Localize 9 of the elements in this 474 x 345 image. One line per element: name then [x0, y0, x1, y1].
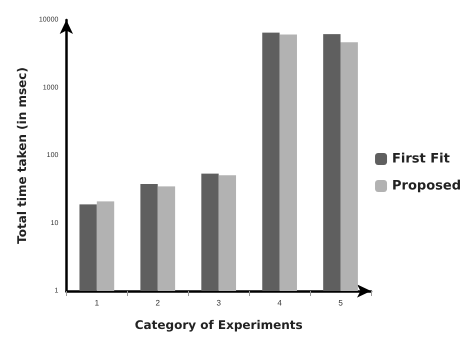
x-tick-label: 2: [156, 298, 161, 308]
y-axis-title: Total time taken (in msec): [15, 67, 29, 244]
x-tick-label: 3: [216, 298, 222, 308]
x-tick-label: 5: [338, 298, 344, 308]
legend-label: Proposed: [392, 178, 461, 194]
x-tick-label: 1: [94, 298, 100, 308]
legend-label: First Fit: [392, 152, 450, 166]
x-tick-label: 4: [277, 298, 282, 308]
x-axis-title: Category of Experiments: [134, 318, 303, 332]
